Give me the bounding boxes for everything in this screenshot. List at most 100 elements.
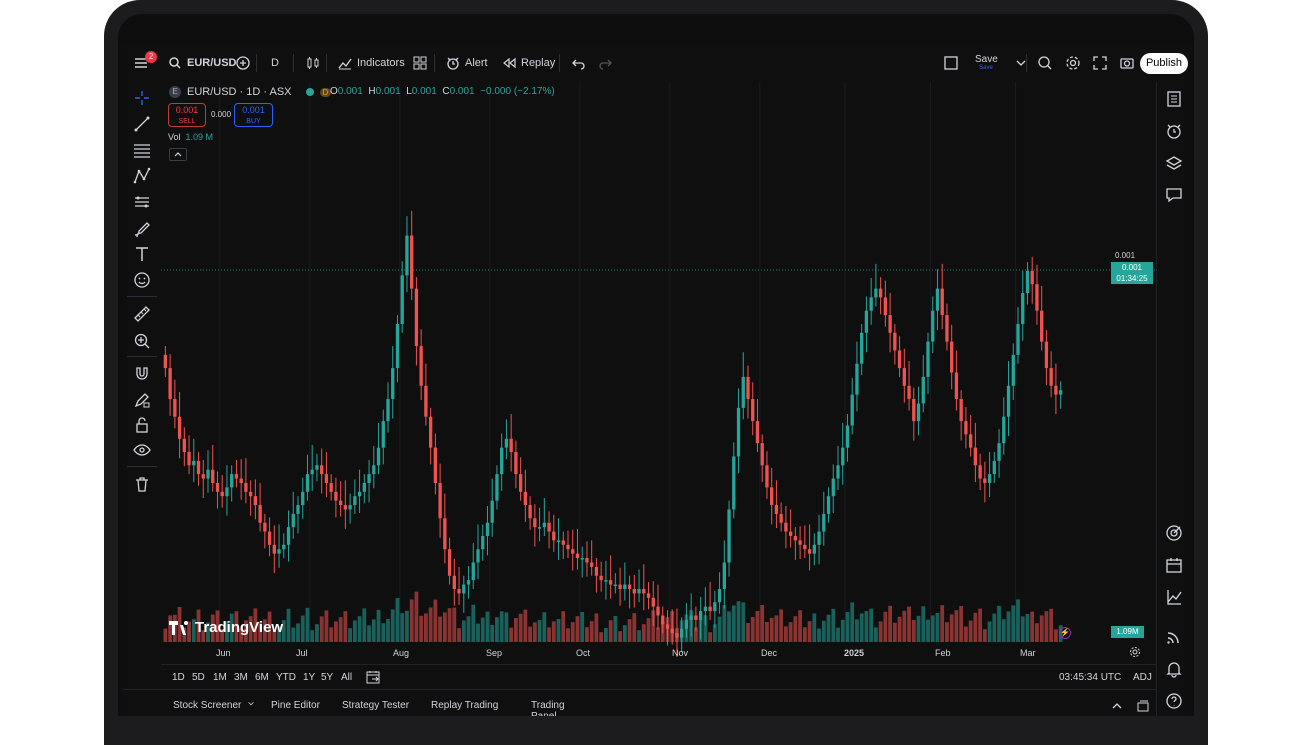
trend-icon[interactable] (1165, 588, 1183, 606)
signal-feed-icon[interactable] (1165, 628, 1183, 646)
x-tick-label: Oct (576, 648, 591, 658)
tab-pine-editor[interactable]: Pine Editor (271, 700, 320, 711)
forecast-icon[interactable] (132, 192, 152, 212)
collapse-legend-button[interactable] (169, 148, 187, 161)
volume-bar (1044, 611, 1049, 642)
maximize-panel-icon[interactable] (1137, 700, 1149, 712)
calendar-range-icon[interactable] (366, 670, 380, 684)
time-axis[interactable]: Jun Jul Aug Sep Oct Nov Dec 2025 Feb Mar (161, 644, 1156, 660)
volume-legend[interactable]: Vol 1.09 M (168, 132, 213, 142)
alert-button[interactable]: Alert (439, 50, 494, 76)
sell-price: 0.001 (175, 105, 199, 115)
text-tool-icon[interactable] (132, 244, 152, 264)
price-chart[interactable] (161, 82, 1156, 662)
eye-icon[interactable] (132, 440, 152, 460)
fullscreen-button[interactable] (1086, 50, 1114, 76)
layers-icon[interactable] (1165, 154, 1183, 172)
undo-button[interactable] (565, 50, 593, 76)
candle-body (225, 487, 229, 497)
volume-bar (542, 612, 547, 642)
save-dropdown-button[interactable] (1007, 50, 1035, 76)
symbol-search-button[interactable]: EUR/USD (161, 50, 243, 76)
compare-symbol-button[interactable] (229, 50, 257, 76)
help-icon[interactable] (1165, 692, 1183, 710)
candle-body (973, 447, 978, 466)
volume-bar (992, 613, 997, 642)
target-icon[interactable] (1165, 524, 1183, 542)
pattern-icon[interactable] (132, 166, 152, 186)
replay-button[interactable]: Replay (495, 50, 561, 76)
range-1d[interactable]: 1D (172, 672, 185, 683)
settings-button[interactable] (1059, 50, 1087, 76)
utc-clock[interactable]: 03:45:34 UTC (1059, 672, 1122, 683)
volume-bar (215, 610, 220, 642)
volume-bar (485, 611, 490, 642)
crosshair-icon[interactable] (132, 88, 152, 108)
volume-bar (722, 605, 727, 642)
fib-retracement-icon[interactable] (132, 140, 152, 160)
candle-body (850, 394, 854, 426)
calendar-icon[interactable] (1165, 556, 1183, 574)
volume-bar (911, 620, 916, 642)
screenshot-button[interactable] (1113, 50, 1141, 76)
tab-replay-trading[interactable]: Replay Trading (431, 700, 499, 711)
interval-badge: D (319, 87, 332, 97)
adj-toggle[interactable]: ADJ (1133, 672, 1152, 683)
chevron-up-icon[interactable] (1111, 700, 1123, 712)
candle-body (518, 474, 523, 492)
range-5d[interactable]: 5D (192, 672, 205, 683)
range-1m[interactable]: 1M (213, 672, 227, 683)
save-button[interactable]: Save Save (975, 54, 998, 71)
range-3m[interactable]: 3M (234, 672, 248, 683)
volume-bar (476, 623, 480, 642)
trend-line-icon[interactable] (132, 114, 152, 134)
buy-button[interactable]: 0.001 BUY (234, 103, 273, 127)
trash-icon[interactable] (132, 474, 152, 494)
range-5y[interactable]: 5Y (321, 672, 334, 683)
volume-bar (461, 620, 466, 642)
brush-icon[interactable] (132, 218, 152, 238)
legend-title[interactable]: EUR/USD · 1D · ASX (187, 86, 292, 98)
candle-body (978, 465, 982, 479)
candle-body (419, 346, 423, 386)
candle-body (561, 540, 565, 545)
range-all[interactable]: All (341, 672, 353, 683)
lightning-icon[interactable]: ⚡ (1059, 627, 1071, 639)
chat-icon[interactable] (1165, 186, 1183, 204)
sell-button[interactable]: 0.001 SELL (168, 103, 206, 127)
lock-pencil-icon[interactable] (132, 390, 152, 410)
interval-label: D (271, 57, 279, 69)
candle-body (869, 297, 873, 311)
magnet-icon[interactable] (132, 364, 152, 384)
range-1y[interactable]: 1Y (303, 672, 316, 683)
chart-settings-icon[interactable] (1129, 646, 1141, 658)
layouts-button[interactable] (406, 50, 434, 76)
quick-search-button[interactable] (1031, 50, 1059, 76)
range-6m[interactable]: 6M (255, 672, 269, 683)
candle-body (774, 505, 779, 514)
alerts-clock-icon[interactable] (1165, 122, 1183, 140)
zoom-in-icon[interactable] (132, 331, 152, 351)
bell-icon[interactable] (1165, 660, 1183, 678)
ruler-icon[interactable] (132, 304, 152, 324)
tab-trading-panel[interactable]: Trading Panel (531, 700, 565, 716)
indicators-button[interactable]: Indicators (331, 50, 411, 76)
lock-icon[interactable] (132, 415, 152, 435)
volume-bar (428, 607, 433, 642)
layout-toggle-button[interactable] (937, 50, 965, 76)
chart-type-button[interactable] (299, 50, 327, 76)
volume-bar (187, 621, 191, 642)
volume-bar (343, 611, 348, 642)
tab-stock-screener[interactable]: Stock Screener (173, 700, 255, 711)
range-ytd[interactable]: YTD (276, 672, 296, 683)
interval-button[interactable]: D (265, 50, 285, 76)
publish-button[interactable]: Publish (1140, 53, 1188, 74)
candle-body (220, 491, 224, 497)
tab-strategy-tester[interactable]: Strategy Tester (342, 700, 410, 711)
redo-button[interactable] (591, 50, 619, 76)
watchlist-icon[interactable] (1165, 90, 1183, 108)
volume-bar (201, 630, 206, 642)
candle-body (1021, 293, 1025, 324)
emoji-icon[interactable] (132, 270, 152, 290)
volume-bar (1011, 605, 1016, 642)
